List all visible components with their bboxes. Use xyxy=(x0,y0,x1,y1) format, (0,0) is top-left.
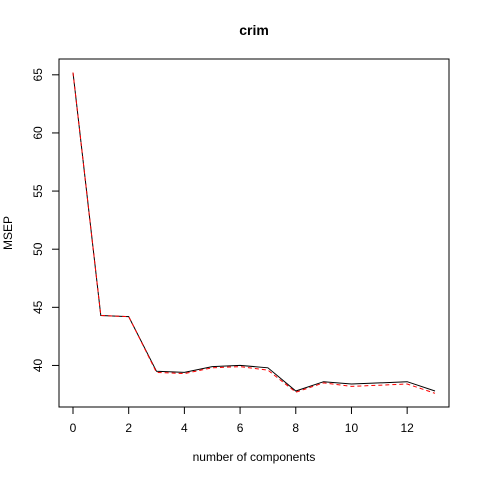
chart-title: crim xyxy=(239,22,269,38)
y-tick-label: 65 xyxy=(31,68,45,82)
x-tick-label: 4 xyxy=(181,421,188,435)
y-tick-label: 40 xyxy=(31,358,45,372)
series-line-1 xyxy=(72,72,436,394)
series-layer xyxy=(72,72,436,394)
x-tick-label: 12 xyxy=(400,421,414,435)
y-tick-label: 45 xyxy=(31,300,45,314)
plot-box xyxy=(58,58,450,408)
y-tick-label: 50 xyxy=(31,242,45,256)
y-axis-label: MSEP xyxy=(1,216,15,250)
series-line-0 xyxy=(72,72,436,392)
x-axis: 0 2 4 6 8 10 12 xyxy=(70,406,414,435)
x-tick-label: 6 xyxy=(237,421,244,435)
x-tick-label: 0 xyxy=(70,421,77,435)
x-tick-label: 2 xyxy=(125,421,132,435)
x-axis-label: number of components xyxy=(193,450,316,464)
y-tick-label: 55 xyxy=(31,184,45,198)
y-tick-label: 60 xyxy=(31,126,45,140)
x-tick-label: 8 xyxy=(292,421,299,435)
y-axis: 40 45 50 55 60 65 xyxy=(31,68,60,372)
x-tick-label: 10 xyxy=(345,421,359,435)
